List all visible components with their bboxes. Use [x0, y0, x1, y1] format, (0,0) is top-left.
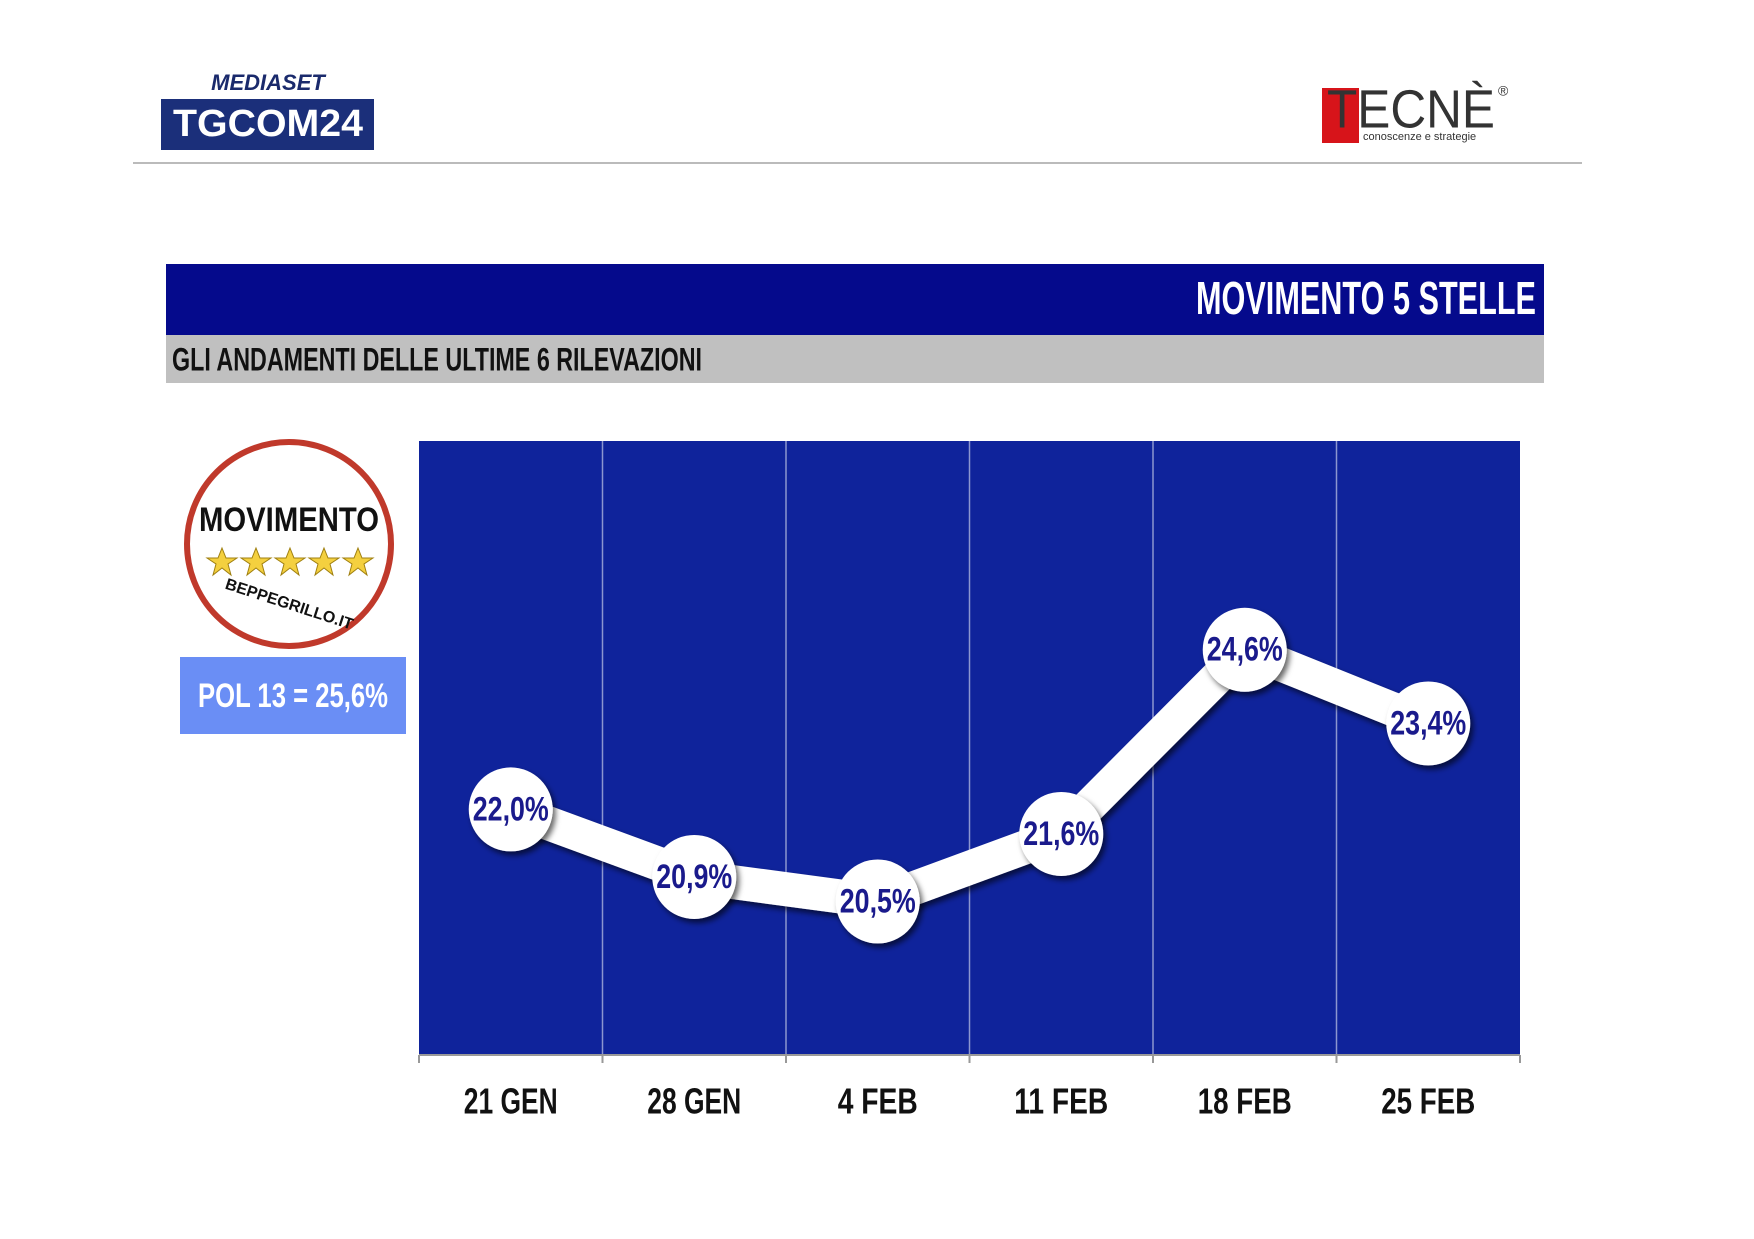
- value-label: 20,9%: [656, 858, 732, 896]
- plot: 21 GEN 28 GEN 4 FEB 11 FEB 18 FEB 25 FEB 22,0%…: [418, 441, 1521, 1122]
- x-tick-label: 11 FEB: [1014, 1081, 1108, 1122]
- value-label: 20,5%: [840, 882, 916, 920]
- x-tick-label: 28 GEN: [647, 1081, 741, 1122]
- poll-badge: [180, 657, 406, 734]
- tecne-tagline: conoscenze e strategie: [1363, 131, 1476, 143]
- point: [652, 834, 737, 919]
- poll-badge-text: POL 13 = 25,6%: [198, 677, 388, 715]
- party-logo-name: MOVIMENTO: [199, 501, 379, 539]
- registered: ®: [1498, 83, 1509, 99]
- point: [468, 767, 553, 852]
- point: [1019, 791, 1104, 876]
- point: [835, 859, 920, 944]
- tecne-square: [1322, 88, 1359, 143]
- tgcom-logo: TGCOM24: [173, 103, 363, 145]
- title-bar: [166, 264, 1544, 335]
- value-label: 22,0%: [473, 790, 549, 828]
- chart-title: MOVIMENTO 5 STELLE: [1196, 272, 1536, 324]
- mediaset-logo: MEDIASET: [211, 70, 326, 95]
- point: [1386, 681, 1471, 766]
- tgcom-box: [161, 99, 374, 150]
- party-logo-circle: [184, 439, 394, 649]
- value-label: 21,6%: [1023, 815, 1099, 853]
- value-label: 23,4%: [1390, 704, 1466, 742]
- subtitle-bar: [166, 335, 1544, 383]
- x-tick-label: 4 FEB: [838, 1081, 918, 1122]
- value-label: 24,6%: [1207, 631, 1283, 669]
- point: [1202, 607, 1287, 692]
- chart-subtitle: GLI ANDAMENTI DELLE ULTIME 6 RILEVAZIONI: [172, 341, 702, 377]
- x-tick-label: 18 FEB: [1198, 1081, 1292, 1122]
- x-tick-label: 25 FEB: [1381, 1081, 1475, 1122]
- tecne-logo: TECNÈ: [1327, 79, 1495, 139]
- party-logo-stars: [205, 546, 375, 577]
- x-tick-label: 21 GEN: [464, 1081, 558, 1122]
